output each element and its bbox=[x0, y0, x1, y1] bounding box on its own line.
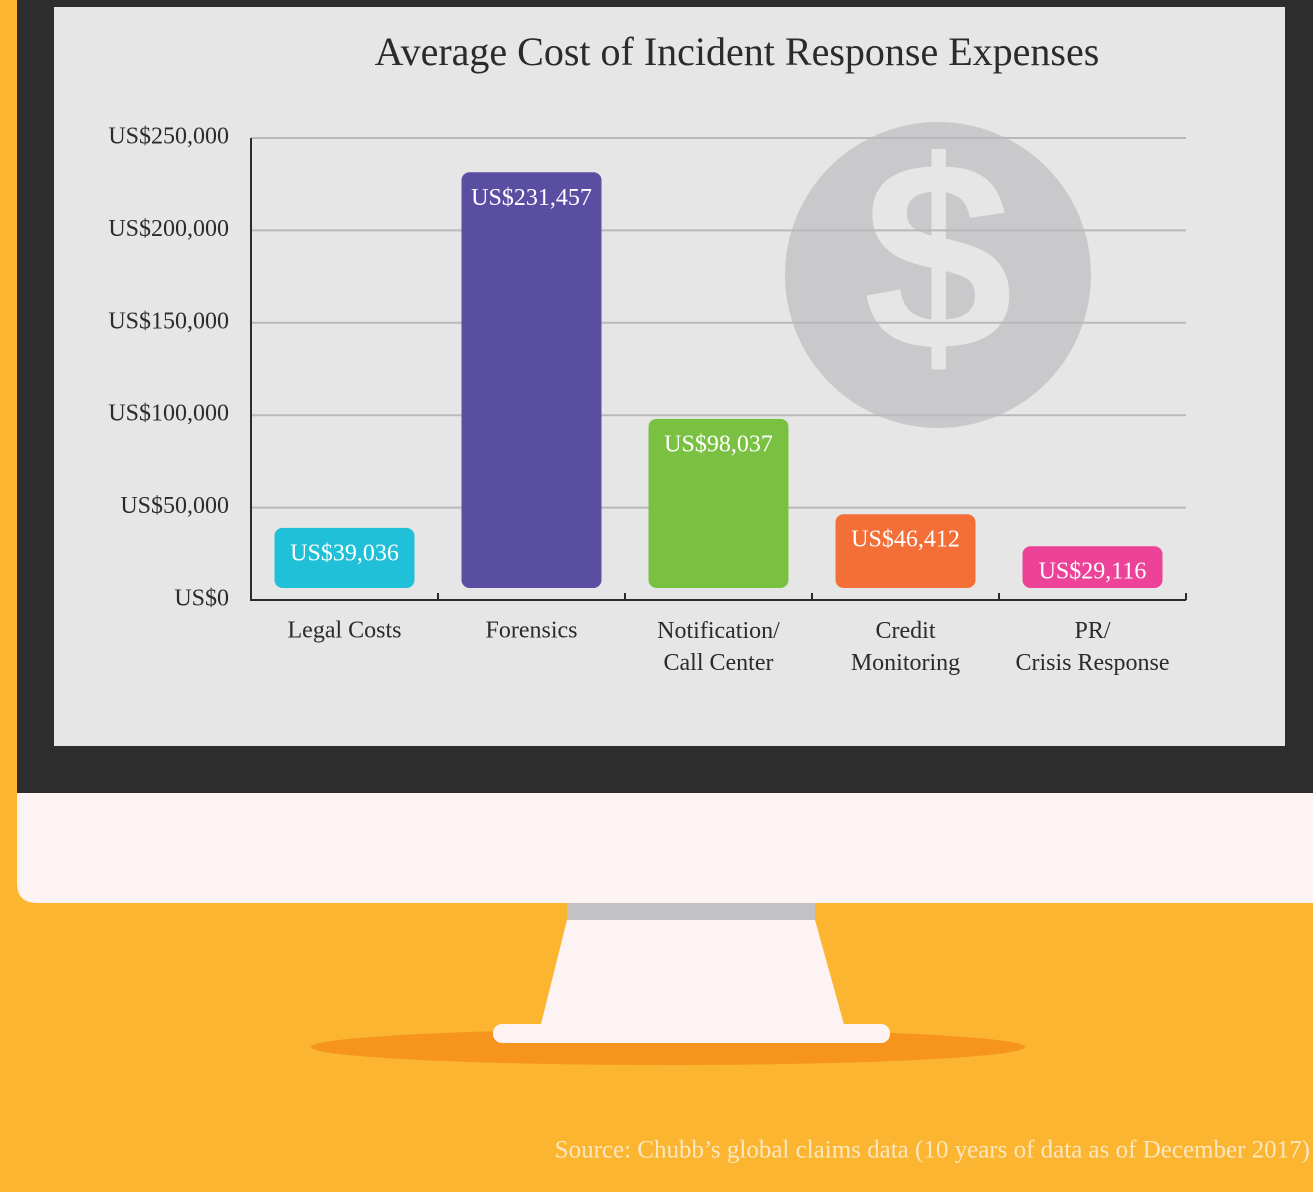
y-tick-label: US$200,000 bbox=[108, 216, 229, 242]
infographic: $ Average Cost of Incident Response Expe… bbox=[0, 0, 1313, 1192]
value-label: US$46,412 bbox=[851, 527, 960, 553]
monitor-chin bbox=[17, 780, 1313, 903]
stand-base bbox=[493, 1024, 890, 1043]
value-label: US$231,457 bbox=[471, 185, 592, 211]
value-label: US$39,036 bbox=[290, 540, 399, 566]
y-tick-label: US$50,000 bbox=[120, 493, 229, 519]
chart-title: Average Cost of Incident Response Expens… bbox=[375, 29, 1100, 74]
y-tick-label: US$250,000 bbox=[108, 124, 229, 150]
page: {"chart_data": {"type": "bar", "title": … bbox=[0, 0, 1313, 1192]
stand bbox=[540, 920, 845, 1028]
y-tick-label: US$100,000 bbox=[108, 401, 229, 427]
x-tick-label: Forensics bbox=[486, 618, 578, 644]
y-tick-label: US$0 bbox=[174, 586, 229, 612]
source-note: Source: Chubb’s global claims data (10 y… bbox=[555, 1137, 1310, 1164]
value-label: US$29,116 bbox=[1039, 559, 1147, 585]
stand-neck bbox=[567, 900, 815, 922]
value-label: US$98,037 bbox=[664, 431, 773, 457]
x-tick-label: Legal Costs bbox=[288, 618, 402, 644]
bar bbox=[462, 172, 602, 588]
dollar-glyph: $ bbox=[863, 106, 1013, 407]
y-tick-label: US$150,000 bbox=[108, 308, 229, 334]
